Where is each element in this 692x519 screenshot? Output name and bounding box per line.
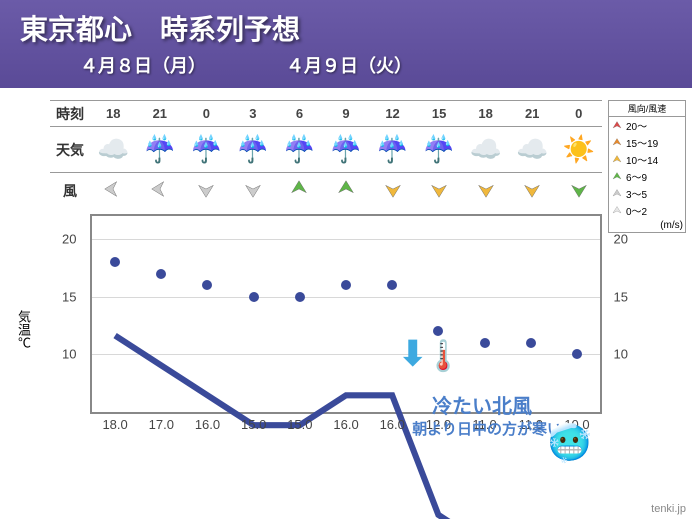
legend-title: 風向/風速 [609,101,685,117]
time-cell: 12 [369,102,416,125]
data-point [480,338,490,348]
thermometer-icon: 🌡️ [425,339,462,374]
weather-icon: ☔ [183,130,230,169]
wind-arrow-icon [369,174,416,207]
ytick-left: 10 [62,347,76,362]
legend-item: 15～19 [609,134,685,151]
data-point [526,338,536,348]
annotation-sub: 朝より日中の方が寒い [412,418,562,439]
y-axis-label: 気温℃ [14,310,33,349]
legend-unit: (m/s) [609,219,685,232]
time-cell: 21 [137,102,184,125]
wind-arrow-icon [416,174,463,207]
wind-arrow-icon [509,174,556,207]
ytick-right: 15 [614,289,628,304]
wind-arrow-icon [323,174,370,207]
time-row-label: 時刻 [50,104,90,124]
weather-icon: ☀️ [555,130,602,169]
wind-legend: 風向/風速 20～15～1910～146～93～50～2(m/s) [608,100,686,233]
wind-arrow-icon [276,174,323,207]
annotation-main: 冷たい北風 [432,390,532,419]
time-cell: 3 [230,102,277,125]
data-point [156,269,166,279]
wind-arrow-icon [137,174,184,207]
time-cell: 15 [416,102,463,125]
time-cell: 18 [462,102,509,125]
legend-item: 3～5 [609,185,685,202]
wind-arrow-icon [555,174,602,207]
time-cell: 9 [323,102,370,125]
time-cell: 0 [183,102,230,125]
legend-item: 10～14 [609,151,685,168]
weather-icon: ☔ [137,130,184,169]
value-label: 15.0 [231,417,277,432]
value-label: 15.0 [277,417,323,432]
weather-icon: ☁️ [90,130,137,169]
ytick-left: 20 [62,232,76,247]
ytick-right: 20 [614,232,628,247]
weather-icon: ☁️ [509,130,556,169]
weather-icon: ☁️ [462,130,509,169]
value-label: 16.0 [323,417,369,432]
legend-item: 0～2 [609,202,685,219]
data-point [202,280,212,290]
temperature-chart: 10101515202018.017.016.015.015.016.016.0… [90,214,602,414]
date-1: ４月８日（月） [80,52,206,78]
time-cell: 21 [509,102,556,125]
time-cell: 0 [555,102,602,125]
data-point [341,280,351,290]
data-point [110,257,120,267]
down-arrow-icon: ⬇ [399,334,428,374]
wind-arrow-icon [90,174,137,207]
chart-title: 東京都心 時系列予想 [20,8,672,48]
cold-person-icon: 🥶 [547,422,592,464]
data-point [387,280,397,290]
date-2: ４月９日（火） [286,52,412,78]
wind-arrow-icon [462,174,509,207]
value-label: 17.0 [138,417,184,432]
data-point [572,349,582,359]
legend-item: 6～9 [609,168,685,185]
value-label: 18.0 [92,417,138,432]
ytick-right: 10 [614,347,628,362]
credit: tenki.jp [651,503,686,515]
value-label: 16.0 [369,417,415,432]
weather-row-label: 天気 [50,140,90,160]
weather-icon: ☔ [230,130,277,169]
data-point [433,326,443,336]
weather-icon: ☔ [276,130,323,169]
time-cell: 6 [276,102,323,125]
ytick-left: 15 [62,289,76,304]
value-label: 16.0 [184,417,230,432]
time-cell: 18 [90,102,137,125]
wind-arrow-icon [230,174,277,207]
weather-icon: ☔ [416,130,463,169]
legend-item: 20～ [609,117,685,134]
wind-arrow-icon [183,174,230,207]
wind-row-label: 風 [50,181,90,201]
data-point [249,292,259,302]
weather-icon: ☔ [369,130,416,169]
data-point [295,292,305,302]
weather-icon: ☔ [323,130,370,169]
